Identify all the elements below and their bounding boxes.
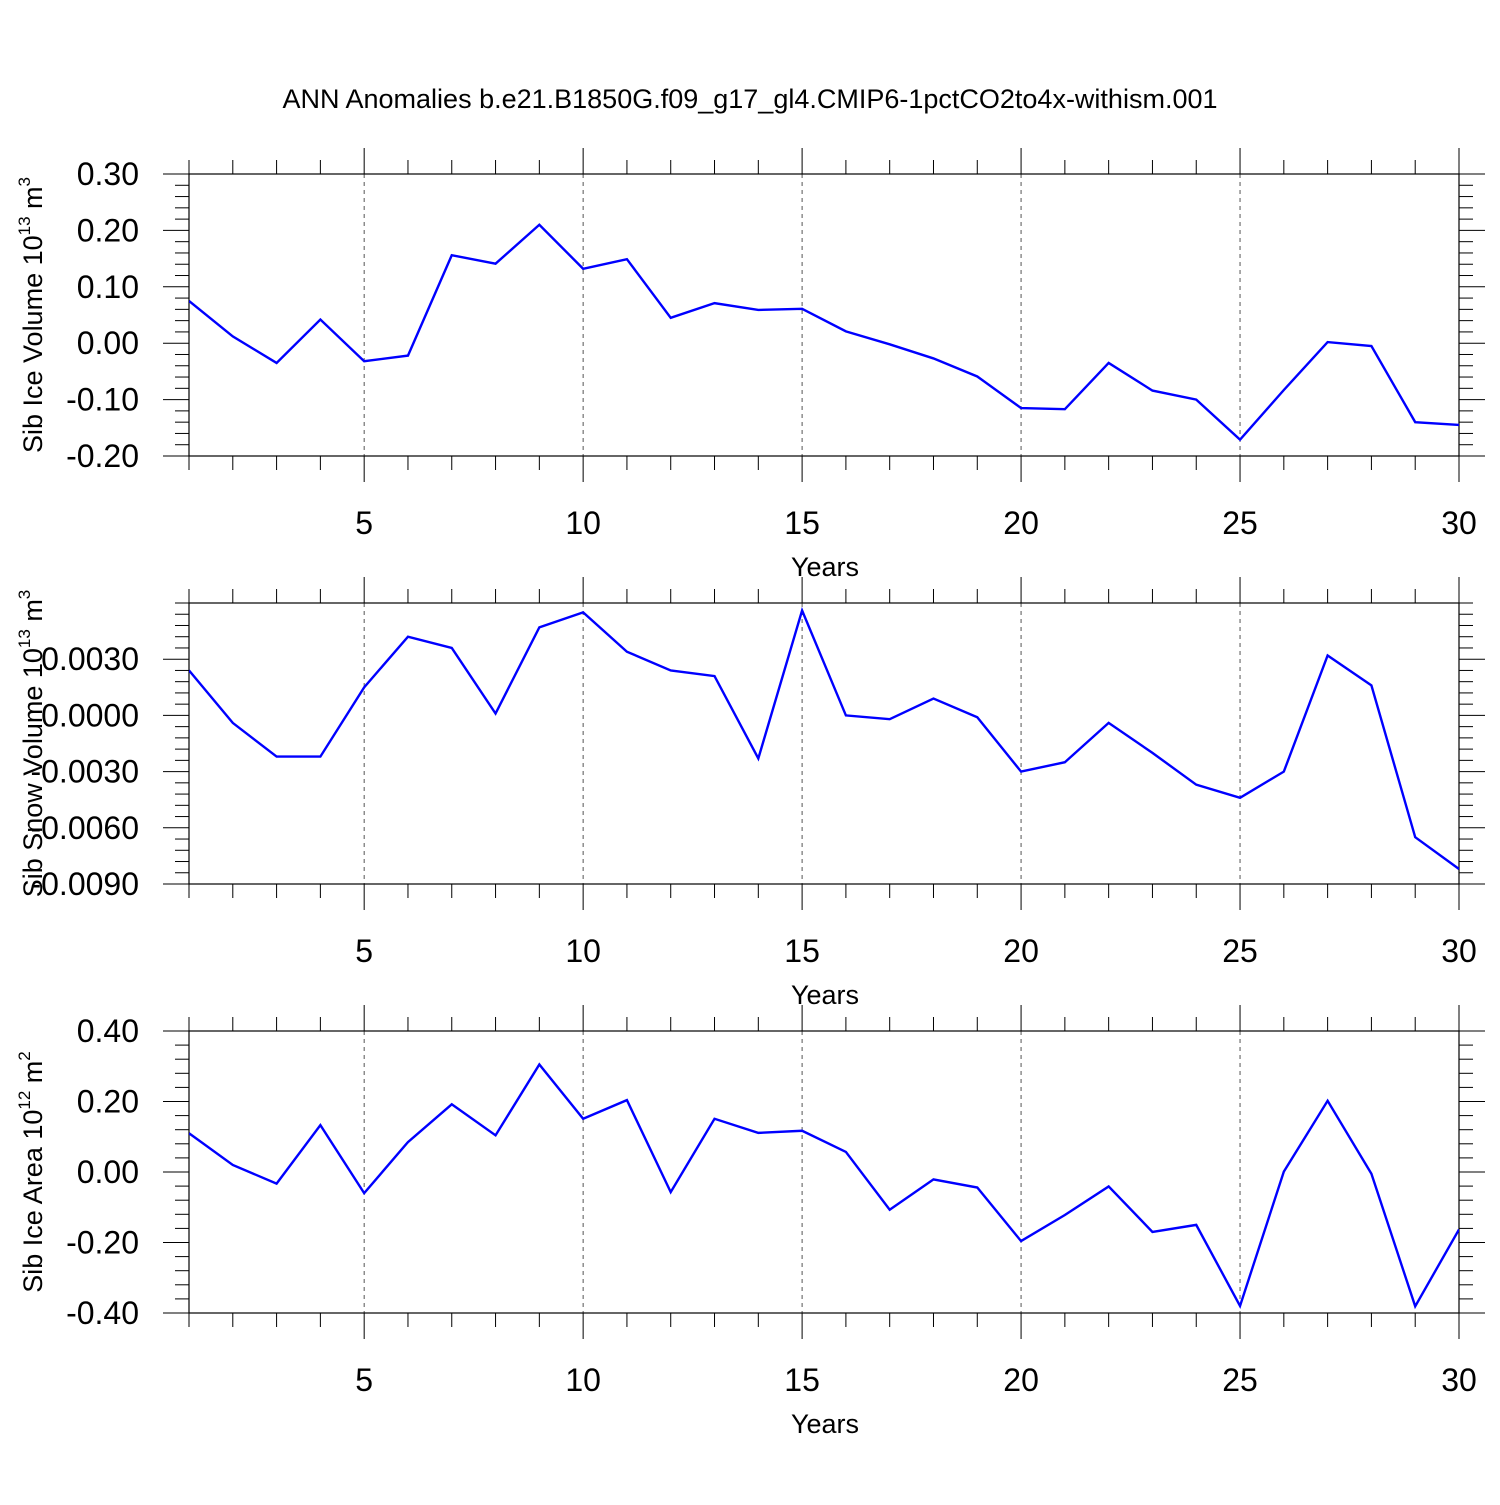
plot-frame	[188, 1030, 1460, 1314]
y-tick-label: 0.20	[77, 212, 139, 248]
y-tick-label: -0.40	[66, 1295, 139, 1331]
x-axis-label: Years	[791, 1409, 859, 1439]
x-axis-label: Years	[791, 552, 859, 582]
x-tick-label: 15	[784, 933, 820, 969]
panel-3: -0.40 -0.20 0.00 0.20 0.40 5 10 15 20 25 30 Years Si…	[15, 1005, 1485, 1439]
plot-frame	[188, 173, 1460, 457]
y-axis-label-part: m	[18, 186, 48, 216]
x-tick-label: 25	[1222, 1362, 1258, 1398]
x-tick-label: 10	[565, 505, 601, 541]
x-tick-label: 20	[1003, 505, 1039, 541]
x-tick-label: 30	[1441, 1362, 1477, 1398]
y-axis-label: Sib Ice Area 1012 m2	[15, 1051, 48, 1293]
y-axis-label-part: m	[18, 1061, 48, 1091]
x-tick-label: 15	[784, 505, 820, 541]
y-tick-label: 0.30	[77, 156, 139, 192]
y-axis-label-superscript: 13	[15, 629, 34, 648]
y-tick-label: 0.0030	[41, 641, 139, 677]
plot-frame	[188, 602, 1460, 885]
y-tick-label: 0.00	[77, 325, 139, 361]
x-tick-label: 10	[565, 933, 601, 969]
y-tick-label: -0.0030	[30, 754, 139, 790]
x-tick-label: 15	[784, 1362, 820, 1398]
y-tick-label: 0.00	[77, 1154, 139, 1190]
x-tick-label: 10	[565, 1362, 601, 1398]
y-tick-label: -0.20	[66, 438, 139, 474]
y-tick-label: 0.20	[77, 1084, 139, 1120]
x-tick-label: 25	[1222, 933, 1258, 969]
series-line	[189, 1062, 1459, 1310]
chart-title: ANN Anomalies b.e21.B1850G.f09_g17_gl4.C…	[282, 84, 1218, 114]
y-axis-label: Sib Snow Volume 1013 m3	[15, 590, 48, 898]
x-tick-label: 20	[1003, 1362, 1039, 1398]
x-tick-label: 30	[1441, 933, 1477, 969]
x-tick-label: 5	[355, 933, 373, 969]
series-line	[189, 606, 1459, 870]
y-axis-label-part: Sib Ice Volume 10	[18, 235, 48, 453]
series-line	[189, 223, 1459, 442]
x-tick-label: 5	[355, 505, 373, 541]
x-tick-label: 20	[1003, 933, 1039, 969]
y-axis-label-part: m	[18, 599, 48, 629]
y-tick-label: -0.0090	[30, 866, 139, 902]
y-axis-label: Sib Ice Volume 1013 m3	[15, 177, 48, 453]
y-tick-label: -0.0060	[30, 810, 139, 846]
y-axis-label-superscript: 3	[15, 177, 34, 186]
y-axis-label-superscript: 12	[15, 1091, 34, 1110]
y-tick-label: 0.0000	[41, 697, 139, 733]
y-tick-label: 0.10	[77, 269, 139, 305]
y-tick-label: -0.10	[66, 382, 139, 418]
y-axis-label-part: Sib Snow Volume 10	[18, 648, 48, 897]
y-axis-label-superscript: 13	[15, 216, 34, 235]
y-axis-label-superscript: 2	[15, 1051, 34, 1060]
y-axis-label-superscript: 3	[15, 590, 34, 599]
y-tick-label: -0.20	[66, 1225, 139, 1261]
x-tick-label: 25	[1222, 505, 1258, 541]
x-axis-label: Years	[791, 980, 859, 1010]
panel-1: -0.20 -0.10 0.00 0.10 0.20 0.30 5 10 15 20 25 30 Yea…	[15, 148, 1485, 582]
x-tick-label: 5	[355, 1362, 373, 1398]
y-axis-label-part: Sib Ice Area 10	[18, 1110, 48, 1293]
y-tick-label: 0.40	[77, 1013, 139, 1049]
panel-2: -0.0090 -0.0060 -0.0030 0.0000 0.0030 5 10 15 20…	[15, 577, 1485, 1010]
x-tick-label: 30	[1441, 505, 1477, 541]
